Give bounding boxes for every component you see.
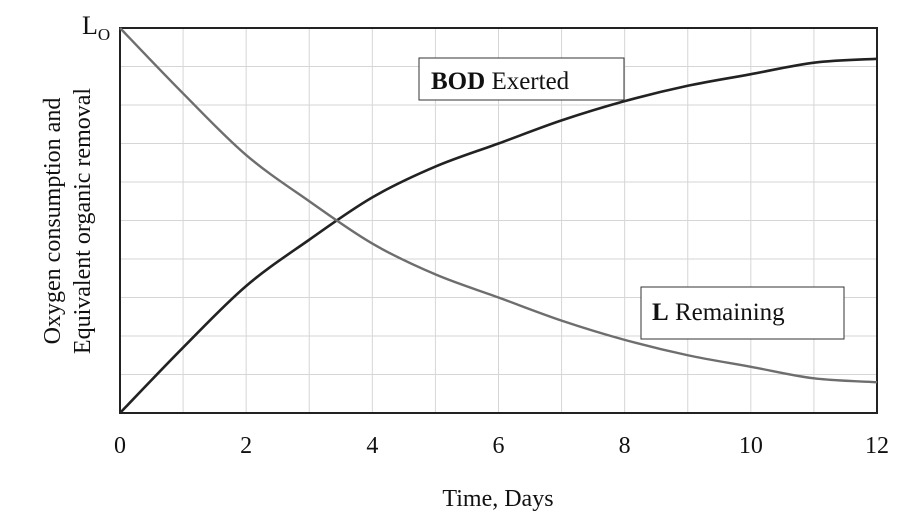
grid-lines: [120, 28, 877, 413]
x-tick-label: 2: [240, 433, 252, 459]
x-axis-title: Time, Days: [442, 486, 553, 512]
l-remaining-label: L Remaining: [640, 286, 845, 340]
x-tick-label: 6: [493, 433, 505, 459]
x-tick-label: 0: [114, 433, 126, 459]
bod-exerted-line: [119, 57, 878, 414]
plot-frame: [119, 27, 878, 414]
y-axis-title-line2: Equivalent organic removal: [70, 88, 96, 354]
l-remaining-label-box: [640, 286, 845, 340]
bod-exerted-label-text: BOD Exerted: [431, 68, 570, 95]
l-remaining-label-text: L Remaining: [652, 299, 785, 326]
bod-exerted-label-box: [418, 57, 625, 101]
y-axis-title-line1: Oxygen consumption and: [40, 98, 66, 345]
x-tick-label: 12: [865, 433, 889, 459]
x-tick-labels: 0 2 4 6 8 10 12: [114, 433, 889, 459]
x-tick-label: 4: [366, 433, 378, 459]
series-group: [119, 27, 878, 414]
l-remaining-line: [119, 27, 878, 384]
y-axis-top-label: LO: [82, 11, 110, 44]
x-tick-label: 10: [739, 433, 763, 459]
bod-exerted-label: BOD Exerted: [418, 57, 625, 101]
x-tick-label: 8: [619, 433, 631, 459]
